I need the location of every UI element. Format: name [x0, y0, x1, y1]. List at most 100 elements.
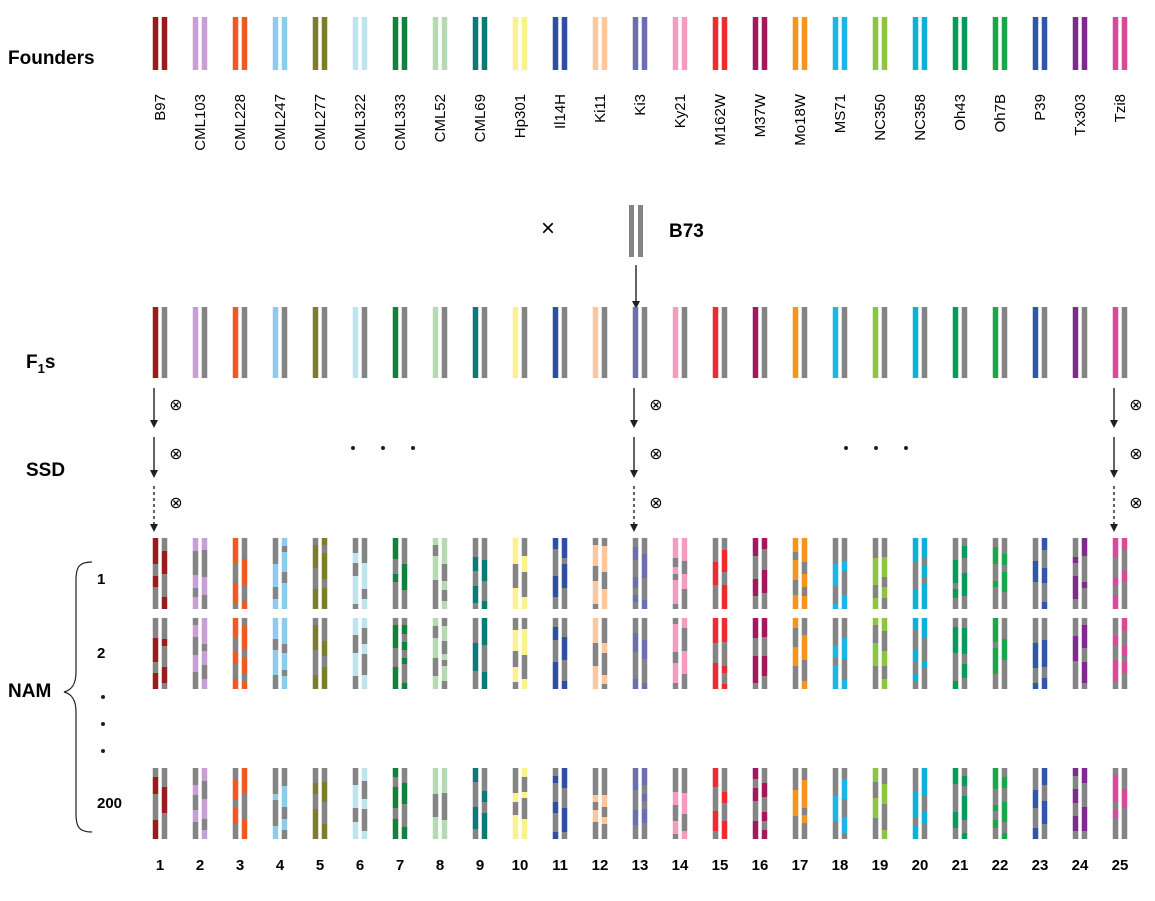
- nam-vertical-ellipsis: [101, 695, 105, 753]
- founder-chromatid-right: [961, 17, 968, 70]
- f1-chromatid-b73: [601, 307, 608, 378]
- f1-chromatid-founder: [872, 307, 879, 378]
- nam-2-tx303: [1072, 618, 1088, 689]
- nam-chromatid-right: [361, 538, 368, 609]
- founder-chromatid-left: [1032, 17, 1039, 70]
- founder-chromatid-right: [481, 17, 488, 70]
- nam-chromatid-left: [232, 768, 239, 839]
- nam-chromatid-right: [481, 618, 488, 689]
- nam-chromatid-left: [1072, 768, 1079, 839]
- nam-chromatid-left: [792, 768, 799, 839]
- f1-chromatid-founder: [832, 307, 839, 378]
- founder-name-cml69: CML69: [472, 94, 489, 142]
- founder-chromatid-right: [921, 17, 928, 70]
- nam-chromatid-left: [512, 768, 519, 839]
- f1-chromatid-founder: [432, 307, 439, 378]
- nam-chromatid-left: [1112, 768, 1119, 839]
- founder-chromatid-left: [752, 17, 759, 70]
- founder-chromatid-left: [592, 17, 599, 70]
- family-number-17: 17: [792, 857, 809, 874]
- founder-name-nc358: NC358: [912, 94, 929, 141]
- nam-chromatid-right: [1001, 538, 1008, 609]
- nam-1-tx303: [1072, 538, 1088, 609]
- f1-chromatid-founder: [352, 307, 359, 378]
- f1-chromatid-founder: [952, 307, 959, 378]
- nam-2-il14h: [552, 618, 568, 689]
- nam-row-label-200: 200: [97, 795, 122, 812]
- founder-chromatid-right: [721, 17, 728, 70]
- nam-chromatid-left: [992, 538, 999, 609]
- founder-chromatid-left: [832, 17, 839, 70]
- ssd-ellipsis-right: [844, 446, 908, 450]
- f1-chromatid-b73: [201, 307, 208, 378]
- f1-m162w: [712, 307, 728, 378]
- founder-oh43: [952, 17, 968, 70]
- f1-nc350: [872, 307, 888, 378]
- nam-chromatid-left: [752, 768, 759, 839]
- founder-chromatid-left: [392, 17, 399, 70]
- founder-m37w: [752, 17, 768, 70]
- nam-chromatid-right: [601, 618, 608, 689]
- nam-1-mo18w: [792, 538, 808, 609]
- nam-chromatid-right: [361, 768, 368, 839]
- nam-chromatid-left: [392, 538, 399, 609]
- f1-chromatid-founder: [152, 307, 159, 378]
- founder-chromatid-right: [801, 17, 808, 70]
- nam-chromatid-left: [792, 538, 799, 609]
- f1-hp301: [512, 307, 528, 378]
- nam-chromatid-left: [312, 768, 319, 839]
- nam-chromatid-left: [752, 618, 759, 689]
- f1-chromatid-b73: [841, 307, 848, 378]
- nam-1-cml52: [432, 538, 448, 609]
- nam-1-cml103: [192, 538, 208, 609]
- f1-chromatid-founder: [1112, 307, 1119, 378]
- nam-chromatid-left: [752, 538, 759, 609]
- f1-chromatid-b73: [241, 307, 248, 378]
- f1-chromatid-b73: [1001, 307, 1008, 378]
- nam-2-m162w: [712, 618, 728, 689]
- founder-chromatid-left: [232, 17, 239, 70]
- founder-chromatid-left: [632, 17, 639, 70]
- nam-1-hp301: [512, 538, 528, 609]
- nam-chromatid-left: [872, 538, 879, 609]
- nam-2-ky21: [672, 618, 688, 689]
- nam-chromatid-right: [681, 768, 688, 839]
- founder-il14h: [552, 17, 568, 70]
- f1-il14h: [552, 307, 568, 378]
- founder-chromatid-right: [761, 17, 768, 70]
- nam-chromatid-right: [721, 768, 728, 839]
- nam-1-tzi8: [1112, 538, 1128, 609]
- nam-2-b97: [152, 618, 168, 689]
- nam-chromatid-left: [792, 618, 799, 689]
- nam-2-tzi8: [1112, 618, 1128, 689]
- nam-2-cml247: [272, 618, 288, 689]
- nam-chromatid-left: [152, 768, 159, 839]
- nam-chromatid-right: [1041, 768, 1048, 839]
- f1-chromatid-b73: [561, 307, 568, 378]
- nam-chromatid-right: [201, 538, 208, 609]
- nam-chromatid-left: [912, 538, 919, 609]
- nam-chromatid-right: [1041, 618, 1048, 689]
- family-number-4: 4: [276, 857, 285, 874]
- founder-chromatid-left: [1072, 17, 1079, 70]
- nam-chromatid-left: [672, 768, 679, 839]
- founder-ki3: [632, 17, 648, 70]
- nam-chromatid-left: [472, 618, 479, 689]
- family-number-12: 12: [592, 857, 609, 874]
- nam-chromatid-right: [921, 768, 928, 839]
- f1-tx303: [1072, 307, 1088, 378]
- f1-nc358: [912, 307, 928, 378]
- founder-cml247: [272, 17, 288, 70]
- founder-chromatid-right: [161, 17, 168, 70]
- nam-1-cml228: [232, 538, 248, 609]
- founder-chromatid-right: [1001, 17, 1008, 70]
- nam-chromatid-right: [281, 768, 288, 839]
- nam-chromatid-left: [352, 538, 359, 609]
- founder-name-cml228: CML228: [232, 94, 249, 151]
- founder-chromatid-right: [401, 17, 408, 70]
- f1-cml52: [432, 307, 448, 378]
- f1-row: [152, 307, 1128, 378]
- nam-chromatid-left: [832, 538, 839, 609]
- nam-200-ki11: [592, 768, 608, 839]
- family-number-23: 23: [1032, 857, 1049, 874]
